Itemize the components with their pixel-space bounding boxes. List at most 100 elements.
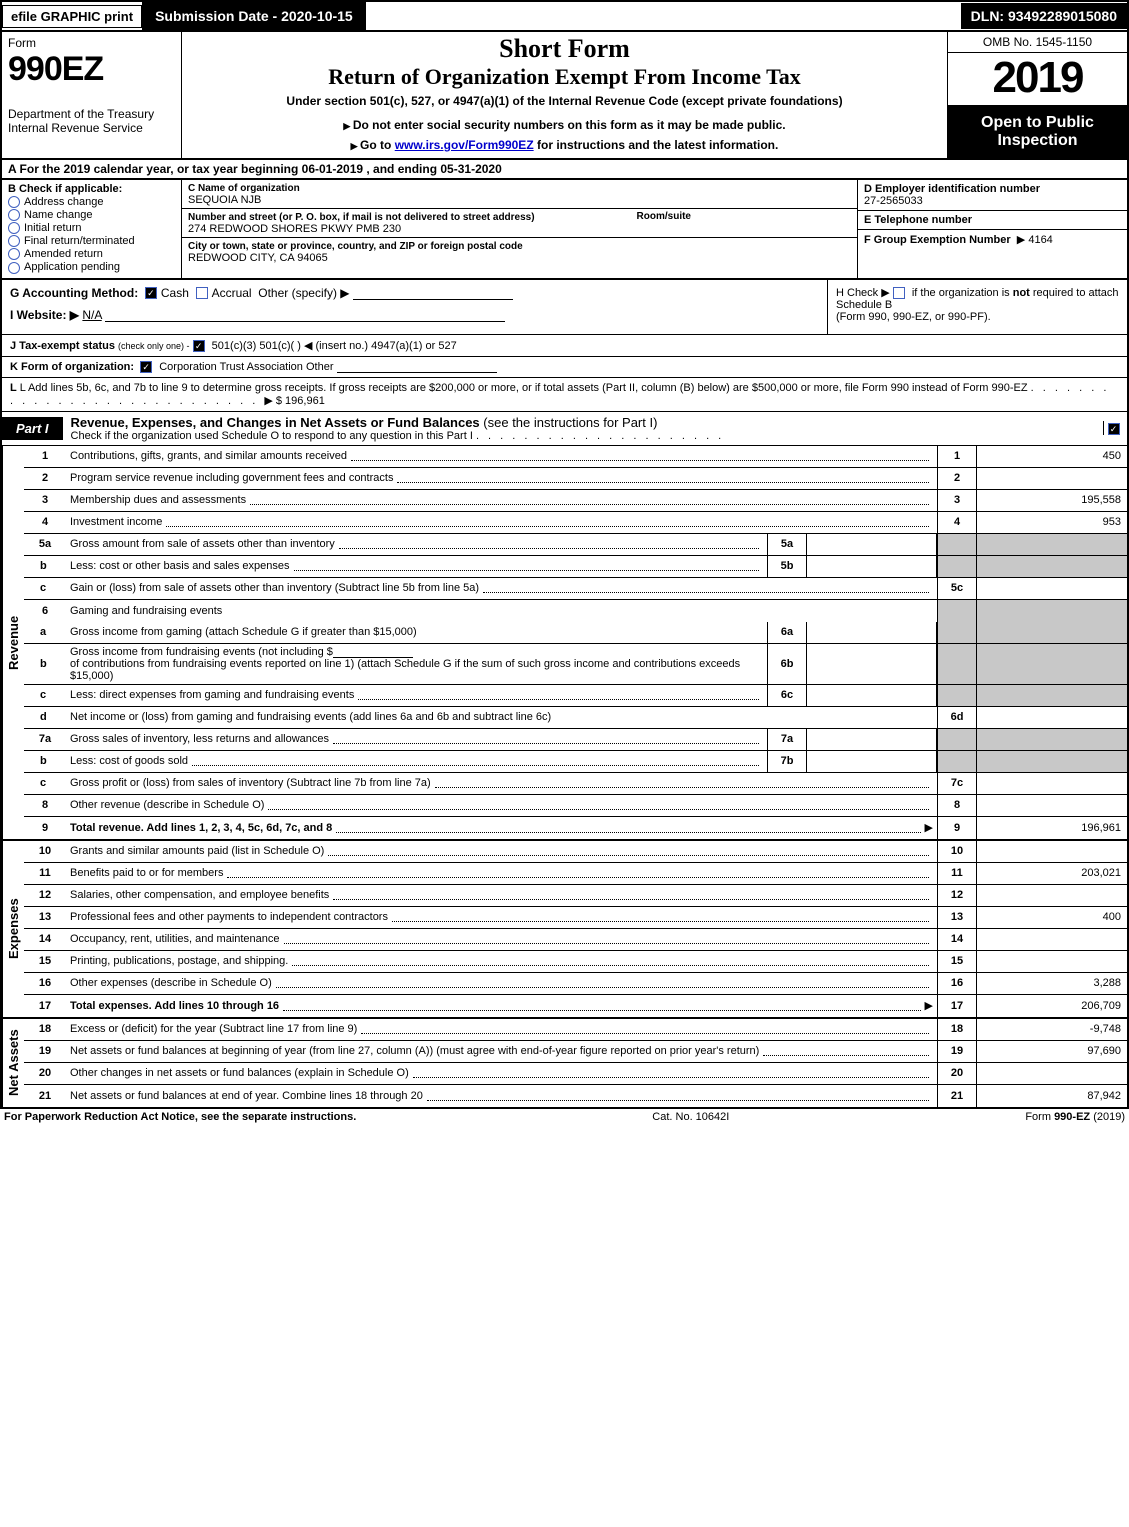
under-section: Under section 501(c), 527, or 4947(a)(1)… (190, 94, 939, 108)
chk-501c3[interactable] (193, 340, 209, 352)
expenses-section: Expenses 10 Grants and similar amounts p… (0, 841, 1129, 1019)
f-group-row: F Group Exemption Number ▶ 4164 (858, 230, 1127, 278)
ln7c-val (977, 773, 1127, 794)
chk-corporation[interactable] (140, 361, 156, 373)
line-6c: c Less: direct expenses from gaming and … (24, 685, 1127, 707)
chk-cash[interactable]: Cash (145, 286, 189, 300)
ln18-text: Excess or (deficit) for the year (Subtra… (70, 1023, 357, 1035)
ln21-box: 21 (937, 1085, 977, 1107)
ln1-num: 1 (24, 446, 66, 467)
line-5c: c Gain or (loss) from sale of assets oth… (24, 578, 1127, 600)
ln6c-num: c (24, 685, 66, 706)
ln17-num: 17 (24, 995, 66, 1017)
ln5b-end-lbl (937, 556, 977, 577)
ln16-val: 3,288 (977, 973, 1127, 994)
ln14-text: Occupancy, rent, utilities, and maintena… (70, 933, 280, 945)
line-5b: b Less: cost or other basis and sales ex… (24, 556, 1127, 578)
part1-header: Part I Revenue, Expenses, and Changes in… (0, 412, 1129, 446)
chk-final-return[interactable]: Final return/terminated (8, 235, 175, 247)
chk-part1-schedo[interactable] (1108, 421, 1124, 435)
i-website-field[interactable] (105, 310, 505, 322)
return-title: Return of Organization Exempt From Incom… (190, 64, 939, 90)
ln17-box: 17 (937, 995, 977, 1017)
chk-accrual[interactable]: Accrual (196, 286, 252, 300)
ln21-num: 21 (24, 1085, 66, 1107)
dept-treasury: Department of the Treasury (8, 107, 175, 121)
ln7a-end-val (977, 729, 1127, 750)
line-6: 6 Gaming and fundraising events (24, 600, 1127, 622)
ln8-num: 8 (24, 795, 66, 816)
ln10-box: 10 (937, 841, 977, 862)
g-label: G Accounting Method: (10, 286, 138, 300)
ln7a-mid-val (807, 729, 937, 750)
j-opts: 501(c)(3) 501(c)( ) ◀ (insert no.) 4947(… (212, 340, 457, 352)
arrow-icon: ▶ (925, 821, 933, 834)
ln6d-text: Net income or (loss) from gaming and fun… (70, 711, 551, 723)
g-other-field[interactable] (353, 288, 513, 300)
line-11: 11 Benefits paid to or for members 11 20… (24, 863, 1127, 885)
line-18: 18 Excess or (deficit) for the year (Sub… (24, 1019, 1127, 1041)
ln7c-desc: Gross profit or (loss) from sales of inv… (66, 773, 937, 794)
ln14-desc: Occupancy, rent, utilities, and maintena… (66, 929, 937, 950)
ln5c-desc: Gain or (loss) from sale of assets other… (66, 578, 937, 599)
ln6a-mid-val (807, 622, 937, 643)
k-opts: Corporation Trust Association Other (159, 361, 333, 373)
ln7b-text: Less: cost of goods sold (70, 755, 188, 767)
ln5c-box: 5c (937, 578, 977, 599)
chk-amended-return[interactable]: Amended return (8, 248, 175, 260)
form-word: Form (8, 36, 175, 50)
ln9-val: 196,961 (977, 817, 1127, 839)
ln13-num: 13 (24, 907, 66, 928)
chk-name-change[interactable]: Name change (8, 209, 175, 221)
ln14-box: 14 (937, 929, 977, 950)
ln6c-mid-val (807, 685, 937, 706)
ln2-text: Program service revenue including govern… (70, 472, 393, 484)
ln6b-amount-field[interactable] (333, 646, 413, 658)
ln11-desc: Benefits paid to or for members (66, 863, 937, 884)
row-k: K Form of organization: Corporation Trus… (0, 357, 1129, 378)
chk-h[interactable] (893, 287, 909, 299)
row-j: J Tax-exempt status (check only one) - 5… (0, 335, 1129, 357)
ln4-text: Investment income (70, 516, 162, 528)
ln4-desc: Investment income (66, 512, 937, 533)
ln7b-mid-val (807, 751, 937, 772)
ln5b-desc: Less: cost or other basis and sales expe… (66, 556, 767, 577)
top-bar: efile GRAPHIC print Submission Date - 20… (0, 0, 1129, 32)
ln8-box: 8 (937, 795, 977, 816)
ln2-val (977, 468, 1127, 489)
i-label: I Website: ▶ (10, 308, 79, 322)
ln3-val: 195,558 (977, 490, 1127, 511)
line-1: 1 Contributions, gifts, grants, and simi… (24, 446, 1127, 468)
chk-application-pending[interactable]: Application pending (8, 261, 175, 273)
j-small: (check only one) - (118, 341, 190, 351)
ln7a-mid-lbl: 7a (767, 729, 807, 750)
ln20-box: 20 (937, 1063, 977, 1084)
efile-print-button[interactable]: efile GRAPHIC print (2, 5, 142, 28)
i-value: N/A (82, 308, 101, 322)
k-other-field[interactable] (337, 361, 497, 373)
ln13-box: 13 (937, 907, 977, 928)
chk-address-change[interactable]: Address change (8, 196, 175, 208)
ln6a-desc: Gross income from gaming (attach Schedul… (66, 622, 767, 643)
ln6c-end-val (977, 685, 1127, 706)
part1-tag: Part I (2, 417, 63, 440)
form-number: 990EZ (8, 50, 175, 89)
ln13-desc: Professional fees and other payments to … (66, 907, 937, 928)
irs-link[interactable]: www.irs.gov/Form990EZ (395, 138, 534, 152)
l-text: L Add lines 5b, 6c, and 7b to line 9 to … (20, 382, 1028, 394)
ln15-box: 15 (937, 951, 977, 972)
line-14: 14 Occupancy, rent, utilities, and maint… (24, 929, 1127, 951)
ln20-text: Other changes in net assets or fund bala… (70, 1067, 409, 1079)
ln6b-end-lbl (937, 644, 977, 684)
part1-title: Revenue, Expenses, and Changes in Net As… (63, 412, 1103, 445)
ln12-num: 12 (24, 885, 66, 906)
chk-initial-return[interactable]: Initial return (8, 222, 175, 234)
footer-right-bold: 990-EZ (1054, 1111, 1090, 1123)
ln5a-end-lbl (937, 534, 977, 555)
part1-check[interactable] (1103, 421, 1127, 435)
ln6b-text2: of contributions from fundraising events… (70, 658, 763, 682)
ln7a-text: Gross sales of inventory, less returns a… (70, 733, 329, 745)
row-ghi: G Accounting Method: Cash Accrual Other … (0, 280, 1129, 335)
ln9-text: Total revenue. Add lines 1, 2, 3, 4, 5c,… (70, 822, 332, 834)
revenue-section: Revenue 1 Contributions, gifts, grants, … (0, 446, 1129, 841)
